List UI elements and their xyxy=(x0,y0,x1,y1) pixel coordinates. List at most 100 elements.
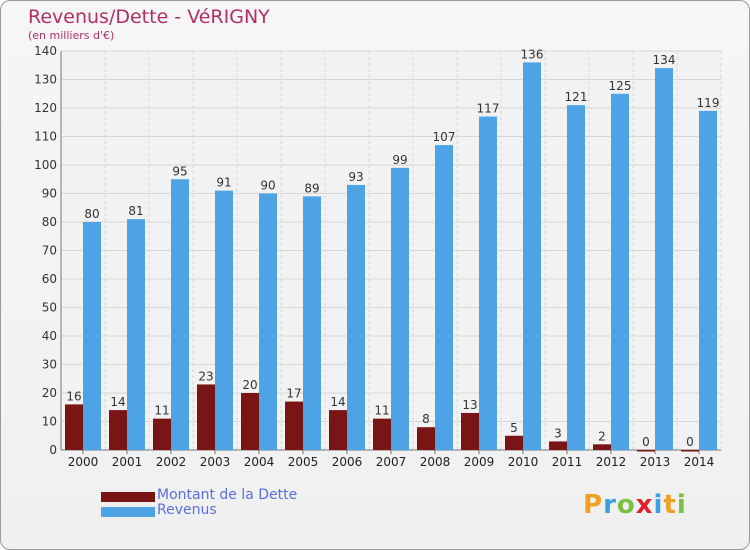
data-label-revenus: 121 xyxy=(565,90,588,104)
bar-dette xyxy=(461,412,479,450)
x-tick-label: 2001 xyxy=(112,455,143,469)
data-label-dette: 3 xyxy=(554,426,562,440)
proxiti-logo: Proxiti xyxy=(583,490,687,520)
x-tick-label: 2008 xyxy=(420,455,451,469)
data-label-revenus: 107 xyxy=(433,130,456,144)
data-label-revenus: 90 xyxy=(260,179,275,193)
y-tick-label: 30 xyxy=(42,358,57,372)
y-tick-label: 80 xyxy=(42,215,57,229)
data-label-revenus: 119 xyxy=(697,96,720,110)
bar-revenus xyxy=(259,193,277,450)
x-tick-label: 2007 xyxy=(376,455,407,469)
data-label-revenus: 136 xyxy=(521,47,544,61)
y-tick-label: 130 xyxy=(34,73,57,87)
bar-revenus xyxy=(303,196,321,450)
y-tick-label: 40 xyxy=(42,329,57,343)
bar-revenus xyxy=(127,219,145,450)
bar-dette xyxy=(153,418,171,450)
x-tick-label: 2009 xyxy=(464,455,495,469)
bar-dette xyxy=(285,401,303,450)
bar-dette xyxy=(593,444,611,450)
bar-dette xyxy=(329,410,347,450)
bar-dette xyxy=(373,418,391,450)
data-label-revenus: 89 xyxy=(304,181,319,195)
logo-letter: x xyxy=(635,490,654,520)
legend-label-revenus: Revenus xyxy=(157,502,217,518)
logo-letter: t xyxy=(663,490,677,520)
bar-dette xyxy=(505,435,523,450)
data-label-dette: 13 xyxy=(462,398,477,412)
data-label-dette: 16 xyxy=(66,389,81,403)
data-label-dette: 23 xyxy=(198,369,213,383)
data-label-revenus: 117 xyxy=(477,102,500,116)
y-tick-label: 50 xyxy=(42,301,57,315)
bar-revenus xyxy=(611,93,629,450)
x-tick-label: 2004 xyxy=(244,455,275,469)
x-tick-label: 2000 xyxy=(68,455,99,469)
y-tick-label: 100 xyxy=(34,158,57,172)
data-label-revenus: 95 xyxy=(172,164,187,178)
bar-revenus xyxy=(347,184,365,450)
data-label-dette: 14 xyxy=(110,395,125,409)
logo-letter: o xyxy=(616,490,636,520)
x-tick-label: 2006 xyxy=(332,455,363,469)
data-label-revenus: 99 xyxy=(392,153,407,167)
data-label-dette: 5 xyxy=(510,421,518,435)
bar-revenus xyxy=(523,62,541,451)
data-label-revenus: 80 xyxy=(84,207,99,221)
x-tick-label: 2003 xyxy=(200,455,231,469)
data-label-dette: 2 xyxy=(598,429,606,443)
x-tick-label: 2005 xyxy=(288,455,319,469)
data-label-dette: 11 xyxy=(154,404,169,418)
x-tick-label: 2013 xyxy=(640,455,671,469)
y-tick-label: 110 xyxy=(34,130,57,144)
bar-dette xyxy=(241,393,259,450)
data-label-dette: 8 xyxy=(422,412,430,426)
data-label-revenus: 91 xyxy=(216,176,231,190)
bar-revenus xyxy=(215,190,233,450)
bar-dette xyxy=(417,427,435,450)
logo-letter: i xyxy=(676,490,687,520)
label-layer: 1680148111952391209017891493119981071311… xyxy=(66,47,719,449)
bar-dette xyxy=(681,450,699,452)
data-label-dette: 0 xyxy=(686,435,694,449)
logo-letter: i xyxy=(653,490,664,520)
y-tick-label: 120 xyxy=(34,101,57,115)
bar-layer xyxy=(65,62,717,452)
data-label-dette: 14 xyxy=(330,395,345,409)
y-tick-label: 0 xyxy=(49,443,57,457)
x-tick-label: 2010 xyxy=(508,455,539,469)
data-label-dette: 17 xyxy=(286,387,301,401)
x-tick-label: 2002 xyxy=(156,455,187,469)
legend-swatch-dette xyxy=(101,492,155,502)
chart-title: Revenus/Dette - VéRIGNY xyxy=(28,6,270,28)
bar-revenus xyxy=(171,179,189,450)
y-tick-label: 140 xyxy=(34,44,57,58)
bar-dette xyxy=(549,441,567,450)
legend-swatch-revenus xyxy=(101,507,155,517)
bar-revenus xyxy=(699,110,717,450)
data-label-revenus: 81 xyxy=(128,204,143,218)
data-label-dette: 0 xyxy=(642,435,650,449)
logo-letter: r xyxy=(603,490,617,520)
x-tick-label: 2011 xyxy=(552,455,583,469)
x-tick-label: 2014 xyxy=(684,455,715,469)
data-label-revenus: 134 xyxy=(653,53,676,67)
logo-letter: P xyxy=(583,490,604,520)
y-tick-label: 20 xyxy=(42,386,57,400)
legend-label-dette: Montant de la Dette xyxy=(157,487,298,503)
bar-revenus xyxy=(391,167,409,450)
bar-revenus xyxy=(83,222,101,450)
y-tick-label: 60 xyxy=(42,272,57,286)
bar-dette xyxy=(197,384,215,450)
bar-dette xyxy=(65,404,83,450)
data-label-dette: 11 xyxy=(374,404,389,418)
data-label-revenus: 93 xyxy=(348,170,363,184)
x-tick-label: 2012 xyxy=(596,455,627,469)
bar-revenus xyxy=(479,116,497,451)
chart-subtitle: (en milliers d'€) xyxy=(28,29,115,42)
y-tick-label: 90 xyxy=(42,187,57,201)
